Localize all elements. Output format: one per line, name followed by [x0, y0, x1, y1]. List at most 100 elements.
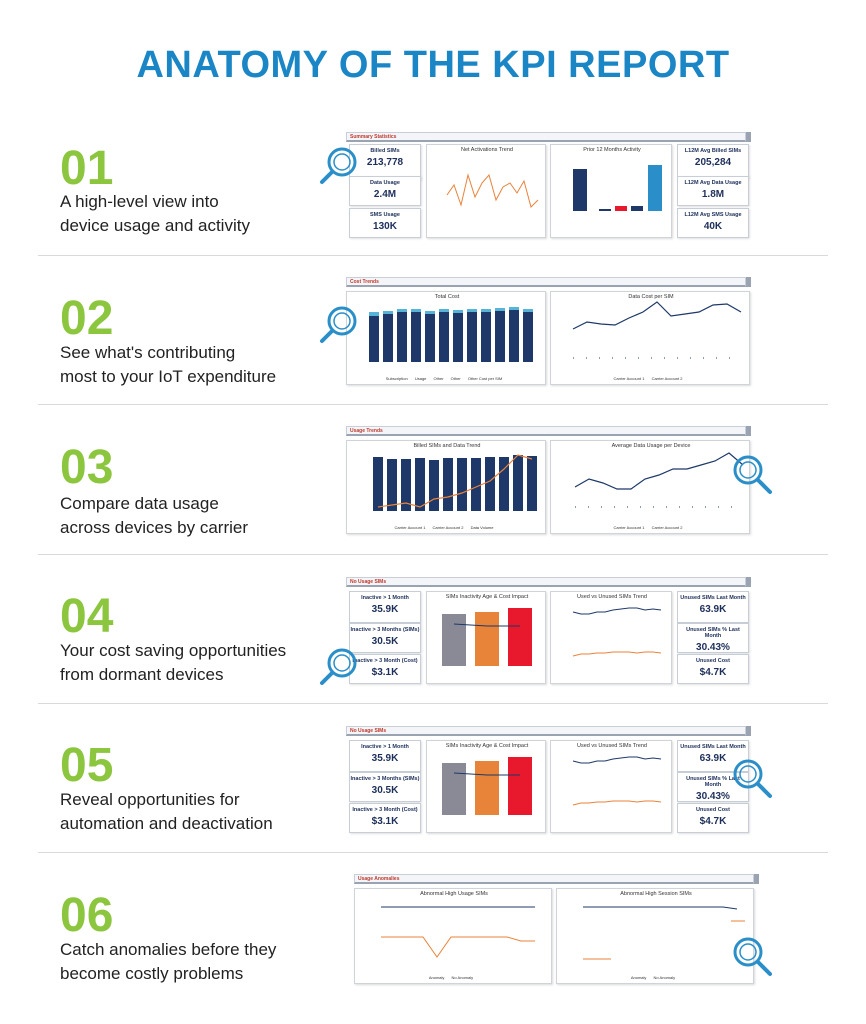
description-line: from dormant devices	[60, 665, 224, 684]
chart-title: Used vs Unused SIMs Trend	[576, 743, 647, 749]
chart-legend: Subscription Usage Other Other Other Cos…	[349, 376, 545, 381]
total-cost-chart: Total Cost Subscription Usage Other Othe…	[346, 291, 546, 385]
report-header: Usage Anomalies	[354, 874, 754, 884]
header-accent	[746, 277, 751, 287]
legend-item: Carrier Account 2	[651, 525, 683, 530]
description-line: Your cost saving opportunities	[60, 641, 287, 660]
kpi-value: 213,778	[366, 157, 404, 168]
kpi-card: L12M Avg Billed SIMs 205,284	[677, 144, 749, 178]
kpi-value: 30.5K	[371, 785, 399, 796]
magnifier-icon	[733, 455, 772, 494]
section-description: Catch anomalies before they become costl…	[60, 938, 320, 986]
header-accent	[746, 426, 751, 436]
magnifier-icon	[320, 306, 357, 343]
kpi-value: 30.43%	[696, 642, 730, 653]
legend-item: Anomaly	[428, 975, 445, 980]
bar-chart	[573, 165, 662, 211]
section-number: 04	[60, 590, 114, 643]
kpi-card: Inactive > 3 Month (Cost) $3.1K	[349, 803, 421, 833]
net-activations-chart: Net Activations Trend	[426, 144, 546, 238]
section-06: 06 Catch anomalies before they become co…	[0, 862, 866, 1012]
section-description: Compare data usage across devices by car…	[60, 492, 320, 540]
description-line: become costly problems	[60, 964, 244, 983]
description-line: Catch anomalies before they	[60, 940, 277, 959]
description-line: device usage and activity	[60, 216, 250, 235]
legend-item: Carrier Account 2	[651, 376, 683, 381]
kpi-label: Inactive > 3 Months (SIMs)	[350, 627, 420, 633]
avg-data-usage-chart: Average Data Usage per Device Carrier Ac…	[550, 440, 750, 534]
kpi-card: L12M Avg Data Usage 1.8M	[677, 176, 749, 206]
kpi-label: Inactive > 3 Month (Cost)	[352, 807, 418, 813]
section-description: See what's contributing most to your IoT…	[60, 341, 320, 389]
kpi-label: L12M Avg Data Usage	[684, 180, 742, 186]
line-chart	[446, 173, 539, 208]
magnifier-icon	[733, 759, 772, 798]
page-title: ANATOMY OF THE KPI REPORT	[136, 44, 730, 86]
kpi-label: Unused Cost	[696, 658, 730, 664]
chart-title: Prior 12 Months Activity	[583, 147, 641, 153]
kpi-card: L12M Avg SMS Usage 40K	[677, 208, 749, 238]
legend-item: No Anomaly	[653, 975, 676, 980]
separator	[38, 703, 828, 704]
abnormal-usage-chart: Abnormal High Usage SIMs Anomaly No Anom…	[354, 888, 552, 984]
legend-item: Carrier Account 1	[613, 376, 645, 381]
kpi-value: 1.8M	[701, 189, 725, 200]
section-number: 03	[60, 441, 114, 494]
kpi-card: SMS Usage 130K	[349, 208, 421, 238]
kpi-value: $3.1K	[371, 816, 399, 827]
chart-legend: Carrier Account 1 Carrier Account 2	[553, 525, 749, 530]
kpi-card: Inactive > 3 Months (SIMs) 30.5K	[349, 623, 421, 653]
section-number: 02	[60, 292, 114, 345]
chart-title: Net Activations Trend	[461, 147, 513, 153]
description-line: See what's contributing	[60, 343, 236, 362]
chart-legend: Carrier Account 1 Carrier Account 2 Data…	[349, 525, 545, 530]
section-02: 02 See what's contributing most to your …	[0, 265, 866, 415]
separator	[38, 852, 828, 853]
kpi-value: 130K	[373, 221, 397, 232]
kpi-value: 35.9K	[371, 604, 399, 615]
separator	[38, 255, 828, 256]
kpi-card: Unused Cost $4.7K	[677, 803, 749, 833]
report-header: No Usage SIMs	[346, 726, 746, 736]
kpi-value: 40K	[703, 221, 723, 232]
legend-item: Anomaly	[630, 975, 647, 980]
kpi-value: 205,284	[694, 157, 732, 168]
separator	[38, 554, 828, 555]
header-accent	[746, 726, 751, 736]
kpi-label: SMS Usage	[370, 212, 400, 218]
kpi-label: Inactive > 3 Month (Cost)	[352, 658, 418, 664]
header-accent	[754, 874, 759, 884]
section-description: Your cost saving opportunities from dorm…	[60, 639, 320, 687]
section-01: 01 A high-level view into device usage a…	[0, 110, 866, 260]
chart-title: Data Cost per SIM	[628, 294, 674, 300]
chart-title: Abnormal High Session SIMs	[620, 891, 692, 897]
data-cost-per-sim-chart: Data Cost per SIM Carrier Account 1 Carr…	[550, 291, 750, 385]
report-header: Cost Trends	[346, 277, 746, 287]
kpi-value: $4.7K	[699, 816, 727, 827]
legend-item: Other	[450, 376, 461, 381]
chart-title: Used vs Unused SIMs Trend	[576, 594, 647, 600]
inactivity-cost-chart: SIMs Inactivity Age & Cost Impact	[426, 591, 546, 684]
legend-item: Carrier Account 1	[394, 525, 426, 530]
bar-chart	[442, 757, 532, 815]
section-04: 04 Your cost saving opportunities from d…	[0, 565, 866, 715]
description-line: Compare data usage	[60, 494, 219, 513]
bar-chart	[442, 608, 532, 666]
line-chart	[572, 301, 742, 359]
section-number: 06	[60, 889, 114, 942]
kpi-label: Data Usage	[370, 180, 400, 186]
combo-chart	[373, 454, 537, 511]
chart-title: Abnormal High Usage SIMs	[420, 891, 488, 897]
line-chart	[583, 906, 745, 960]
description-line: automation and deactivation	[60, 814, 273, 833]
chart-legend: Carrier Account 1 Carrier Account 2	[553, 376, 749, 381]
legend-item: Usage	[414, 376, 427, 381]
legend-item: Carrier Account 1	[613, 525, 645, 530]
legend-item: Other Cost per SIM	[467, 376, 503, 381]
header-accent	[746, 132, 751, 142]
kpi-label: L12M Avg SMS Usage	[684, 212, 742, 218]
line-chart	[572, 756, 662, 806]
section-05: 05 Reveal opportunities for automation a…	[0, 714, 866, 864]
kpi-card: Inactive > 1 Month 35.9K	[349, 591, 421, 623]
kpi-label: Unused SIMs % Last Month	[686, 776, 740, 788]
